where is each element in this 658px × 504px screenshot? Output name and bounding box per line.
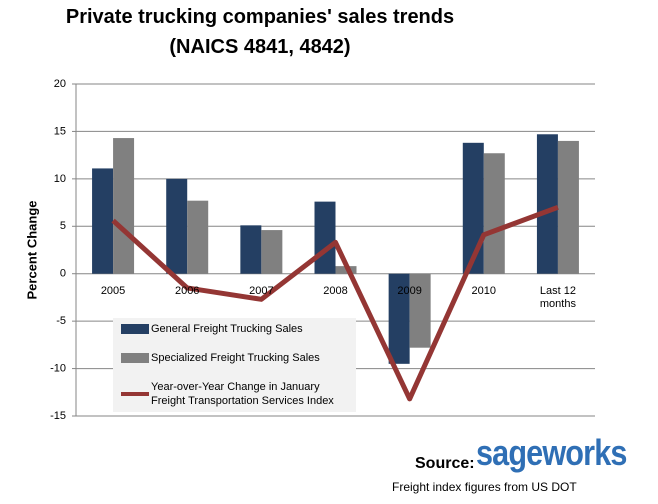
legend-item: Year-over-Year Change in January Freight… (121, 380, 353, 408)
bar (92, 168, 114, 274)
source-label: Source: (415, 455, 475, 472)
source-logo: sageworks (476, 432, 627, 473)
legend-swatch (121, 353, 149, 363)
chart-subtitle: (NAICS 4841, 4842) (169, 36, 351, 58)
bar (166, 178, 188, 274)
bar (261, 230, 283, 274)
x-tick-label: 2005 (100, 284, 126, 297)
x-tick-label: Last 12 months (539, 284, 576, 310)
bar (483, 153, 505, 274)
y-axis-label: Percent Change (24, 201, 39, 300)
bar (314, 201, 336, 274)
bar (240, 225, 262, 274)
y-tick-label: 10 (54, 173, 66, 185)
legend: General Freight Trucking Sales Specialize… (113, 318, 356, 412)
x-tick-label: 2009 (397, 284, 422, 297)
legend-label: General Freight Trucking Sales (151, 323, 303, 335)
legend-item: Specialized Freight Trucking Sales (121, 351, 353, 365)
legend-swatch (121, 392, 149, 396)
legend-label: Specialized Freight Trucking Sales (151, 352, 320, 364)
chart-title: Private trucking companies' sales trends (65, 6, 455, 28)
bar (187, 200, 209, 274)
x-tick-label: 2007 (249, 284, 274, 297)
y-tick-label: -5 (56, 315, 66, 327)
y-tick-label: 15 (54, 125, 66, 137)
legend-swatch (121, 324, 149, 334)
bar (388, 273, 410, 364)
x-tick-label: 2010 (471, 284, 497, 297)
line (111, 204, 559, 402)
bar (113, 138, 135, 274)
legend-label: Year-over-Year Change in January Freight… (151, 381, 334, 407)
bar (536, 134, 558, 274)
x-tick-label: 2008 (323, 284, 348, 297)
bar (557, 140, 579, 274)
y-tick-label: 5 (60, 220, 66, 232)
y-tick-label: -15 (50, 410, 66, 422)
y-tick-label: 20 (54, 78, 66, 90)
y-tick-label: -10 (50, 362, 66, 374)
y-tick-label: 0 (60, 268, 66, 280)
x-tick-label: 2006 (174, 284, 200, 297)
bar (409, 273, 431, 348)
note: Freight index figures from US DOT (392, 480, 577, 494)
legend-item: General Freight Trucking Sales (121, 322, 353, 336)
